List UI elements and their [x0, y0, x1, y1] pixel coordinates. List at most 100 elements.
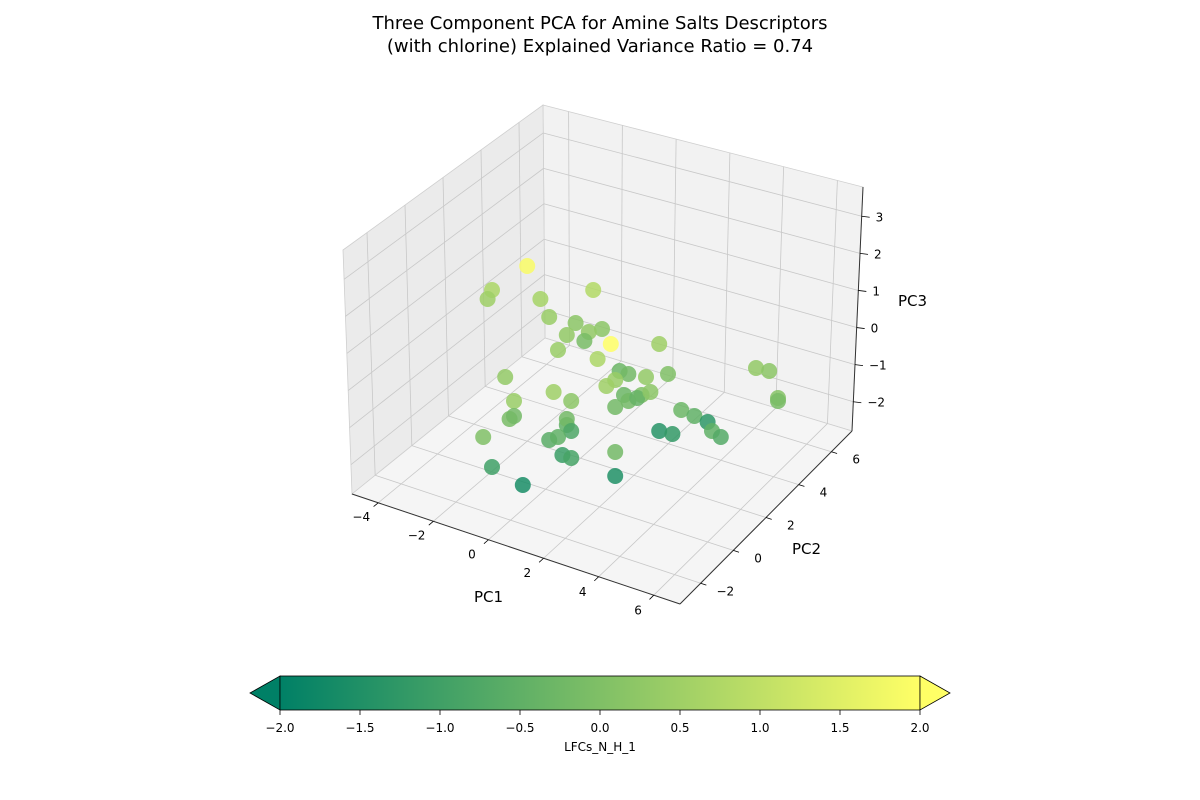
x-gridline-back — [775, 166, 785, 408]
scatter-point — [651, 336, 668, 352]
scatter-point — [550, 342, 566, 358]
z-gridline-back — [544, 238, 857, 328]
colorbar-tick-label: 0.5 — [670, 721, 689, 735]
scatter-point — [651, 423, 668, 439]
colorbar-extend-low — [249, 675, 281, 711]
x-tick-label: 0 — [468, 547, 476, 561]
scatter-point — [761, 363, 778, 379]
y-tick-mark — [765, 517, 772, 520]
scatter-point — [589, 351, 606, 367]
x-axis-line — [351, 493, 681, 605]
scatter-point — [673, 402, 690, 418]
chart-title: Three Component PCA for Amine Salts Desc… — [372, 13, 828, 57]
z-tick-label: 1 — [872, 284, 880, 298]
scatter-point — [558, 327, 575, 343]
scatter-point — [532, 291, 549, 307]
colorbar-tick-label: 0.0 — [590, 721, 609, 735]
scatter-point — [638, 369, 654, 385]
colorbar-extend-high — [919, 675, 951, 711]
y-tick-mark — [831, 451, 838, 454]
colorbar-tick-label: 1.5 — [830, 721, 849, 735]
z-tick-label: −1 — [869, 359, 887, 373]
z-tick-mark — [856, 327, 865, 329]
scatter-point — [660, 366, 676, 382]
y-tick-label: 0 — [754, 551, 762, 565]
x-gridline-back — [672, 139, 677, 377]
z-axis-label: PC3 — [898, 292, 927, 310]
chart-title-line-2: (with chlorine) Explained Variance Ratio… — [387, 36, 813, 57]
z-tick-label: −2 — [867, 396, 885, 410]
z-tick-mark — [854, 364, 864, 367]
z-axis-line — [851, 186, 864, 432]
scatter-point — [642, 384, 659, 400]
scatter-point — [602, 336, 619, 352]
z-gridline-left — [347, 238, 545, 391]
scatter-point — [686, 408, 703, 424]
scatter-point — [748, 360, 764, 376]
z-gridline-left — [349, 274, 545, 428]
y-gridline-left — [518, 122, 523, 357]
scatter-points — [475, 258, 786, 493]
y-gridline-left — [442, 177, 449, 417]
x-tick-label: 4 — [579, 585, 587, 599]
y-tick-label: 6 — [852, 452, 860, 466]
y-tick-label: 2 — [787, 518, 795, 532]
scatter-point — [664, 426, 681, 442]
z-tick-mark — [861, 215, 870, 218]
x-tick-mark — [373, 502, 379, 507]
x-tick-label: −4 — [352, 510, 370, 524]
scatter-point — [594, 321, 610, 337]
scatter-point — [558, 411, 575, 427]
z-gridline-left — [350, 309, 546, 466]
x-gridline-back — [723, 152, 731, 393]
scatter-point — [506, 408, 522, 424]
x-tick-label: −2 — [408, 529, 426, 543]
scatter-point — [563, 450, 580, 466]
y-gridline-left — [366, 232, 376, 476]
x-tick-mark — [649, 594, 655, 600]
colorbar-gradient — [279, 675, 921, 711]
colorbar-tick-label: −1.0 — [425, 721, 454, 735]
x-tick-mark — [594, 576, 599, 582]
scatter-point — [519, 258, 536, 274]
z-gridline-back — [543, 203, 859, 291]
z-tick-label: 0 — [871, 322, 879, 336]
scatter-point — [607, 399, 624, 415]
z-tick-label: 3 — [876, 210, 884, 224]
z-tick-label: 2 — [874, 247, 882, 261]
z-tick-mark — [859, 252, 869, 255]
y-tick-label: 4 — [820, 485, 828, 499]
scatter-point — [541, 309, 558, 325]
x-tick-label: 2 — [524, 566, 532, 580]
chart-title-line-1: Three Component PCA for Amine Salts Desc… — [372, 13, 828, 34]
y-gridline-floor — [411, 445, 734, 551]
y-tick-mark — [733, 549, 740, 553]
colorbar-tick-label: −2.0 — [265, 721, 294, 735]
x-tick-mark — [428, 520, 434, 526]
scatter-point — [598, 378, 615, 394]
z-gridline-left — [343, 132, 544, 280]
scatter-point — [563, 423, 580, 439]
x-tick-mark — [538, 557, 544, 563]
x-gridline-back — [620, 125, 623, 362]
y-tick-mark — [798, 484, 805, 487]
scatter-point — [563, 393, 580, 409]
y-gridline-left — [404, 205, 413, 446]
scatter-point — [484, 459, 500, 475]
y-gridline-floor — [375, 474, 701, 584]
scatter-point — [497, 369, 514, 385]
scatter-point — [506, 393, 522, 409]
colorbar-tick-label: −0.5 — [505, 721, 534, 735]
colorbar: −2.0 −1.5 −1.0 −0.5 0.0 0.5 1.0 1.5 2.0 LFCs_N_H… — [249, 675, 951, 754]
y-axis-label: PC2 — [792, 540, 821, 558]
x-tick-label: 6 — [634, 604, 642, 618]
y-gridline-left — [480, 149, 486, 387]
scatter-point — [770, 393, 786, 409]
axis-ticks: −4 −2 0 2 4 6 −2 0 2 4 6 −2 −1 0 1 2 3 — [352, 210, 886, 617]
y-tick-mark — [700, 582, 707, 586]
scatter-point — [479, 291, 496, 307]
z-tick-mark — [853, 401, 862, 404]
scatter-point — [475, 429, 492, 445]
x-gridline-back — [568, 111, 570, 346]
